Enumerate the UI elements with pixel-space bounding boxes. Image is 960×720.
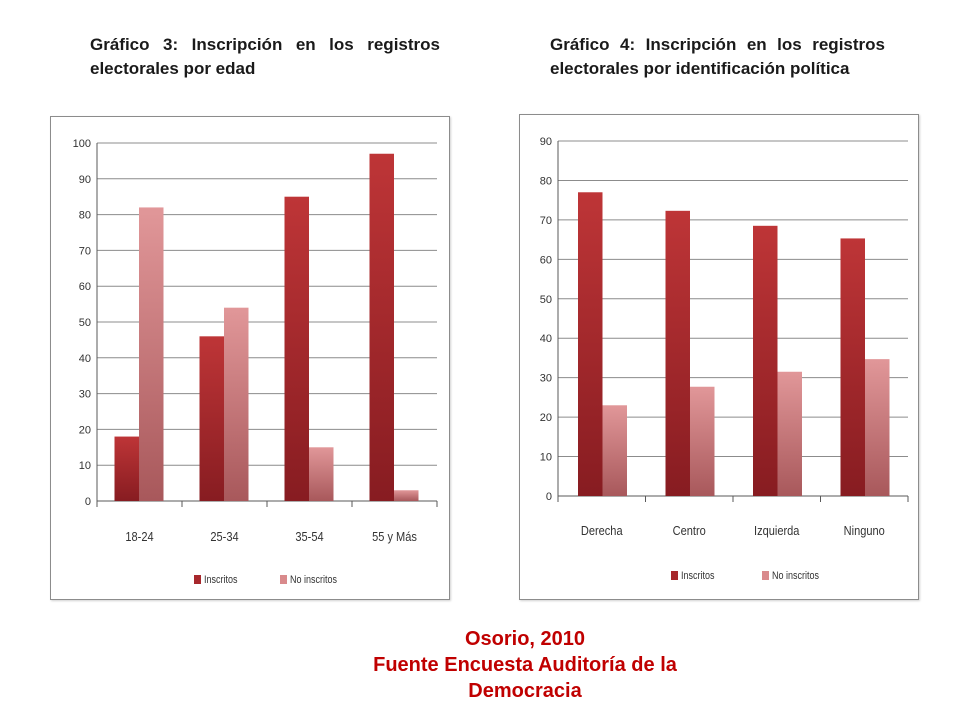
- legend-swatch: [280, 575, 287, 584]
- y-tick-label: 10: [79, 460, 91, 472]
- bar-no-inscritos: [777, 371, 802, 496]
- chart-4-svg: 0 10 20 30 40 50 60 70 80 90 Derecha Centro Izquierd…: [540, 136, 909, 582]
- footer-source-line-2: Democracia: [468, 680, 582, 702]
- legend-label: No inscritos: [290, 574, 337, 586]
- legend-swatch: [194, 575, 201, 584]
- y-tick-label: 100: [73, 138, 91, 150]
- chart-4-panel: 0 10 20 30 40 50 60 70 80 90 Derecha Centro Izquierd…: [519, 114, 919, 600]
- chart-3-svg: 0 10 20 30 40 50 60 70 80 90 100 18-24 25-34 35-54 55 …: [73, 138, 438, 586]
- bar-inscritos: [114, 436, 139, 501]
- x-tick-label: 35-54: [295, 529, 323, 544]
- y-tick-label: 80: [79, 210, 91, 222]
- source-footer: Osorio, 2010 Fuente Encuesta Auditoría d…: [260, 626, 790, 704]
- x-tick-label: 25-34: [210, 529, 238, 544]
- bar-no-inscritos: [309, 447, 334, 501]
- footer-author: Osorio, 2010: [464, 628, 586, 650]
- legend-label: No inscritos: [772, 570, 819, 582]
- x-tick-label: Ninguno: [844, 523, 885, 538]
- y-tick-label: 50: [79, 317, 91, 329]
- legend-swatch: [762, 571, 769, 580]
- y-tick-label: 60: [79, 281, 91, 293]
- y-tick-label: 10: [540, 452, 552, 464]
- bar-no-inscritos: [224, 307, 249, 501]
- legend-swatch: [671, 571, 678, 580]
- y-tick-label: 0: [546, 491, 552, 503]
- bar-no-inscritos: [690, 386, 715, 496]
- bar-inscritos: [753, 225, 778, 497]
- y-tick-label: 90: [79, 174, 91, 186]
- y-tick-label: 30: [540, 373, 552, 385]
- y-tick-label: 30: [79, 389, 91, 401]
- x-tick-label: Izquierda: [754, 523, 800, 538]
- y-tick-label: 0: [85, 496, 91, 508]
- y-tick-label: 80: [540, 175, 552, 187]
- y-tick-label: 90: [540, 136, 552, 148]
- chart-3-panel: 0 10 20 30 40 50 60 70 80 90 100 18-24 25-34 35-54 55 …: [50, 116, 450, 600]
- y-tick-label: 20: [540, 412, 552, 424]
- bar-no-inscritos: [602, 405, 627, 496]
- chart-4-caption: Gráfico 4: Inscripción en los registros …: [550, 35, 885, 78]
- bar-inscritos: [840, 238, 865, 496]
- footer-source-line: Fuente Encuesta Auditoría de la: [373, 654, 677, 676]
- y-tick-label: 70: [540, 215, 552, 227]
- y-tick-label: 40: [79, 353, 91, 365]
- y-tick-label: 40: [540, 333, 552, 345]
- x-tick-label: Centro: [673, 523, 706, 538]
- y-tick-label: 50: [540, 294, 552, 306]
- y-tick-label: 20: [79, 424, 91, 436]
- bar-no-inscritos: [865, 359, 890, 496]
- bar-no-inscritos: [139, 207, 164, 501]
- x-tick-label: 55 y Más: [372, 529, 417, 544]
- bar-inscritos: [199, 336, 224, 501]
- x-tick-label: 18-24: [125, 529, 153, 544]
- bar-inscritos: [665, 210, 690, 497]
- legend-label: Inscritos: [681, 570, 715, 582]
- bar-no-inscritos: [394, 490, 419, 501]
- y-tick-label: 60: [540, 254, 552, 266]
- chart-3-caption: Gráfico 3: Inscripción en los registros …: [90, 35, 440, 78]
- y-tick-label: 70: [79, 245, 91, 257]
- bar-inscritos: [284, 196, 309, 501]
- x-tick-label: Derecha: [581, 523, 623, 538]
- legend-label: Inscritos: [204, 574, 238, 586]
- bar-inscritos: [578, 192, 603, 496]
- bar-inscritos: [369, 153, 394, 502]
